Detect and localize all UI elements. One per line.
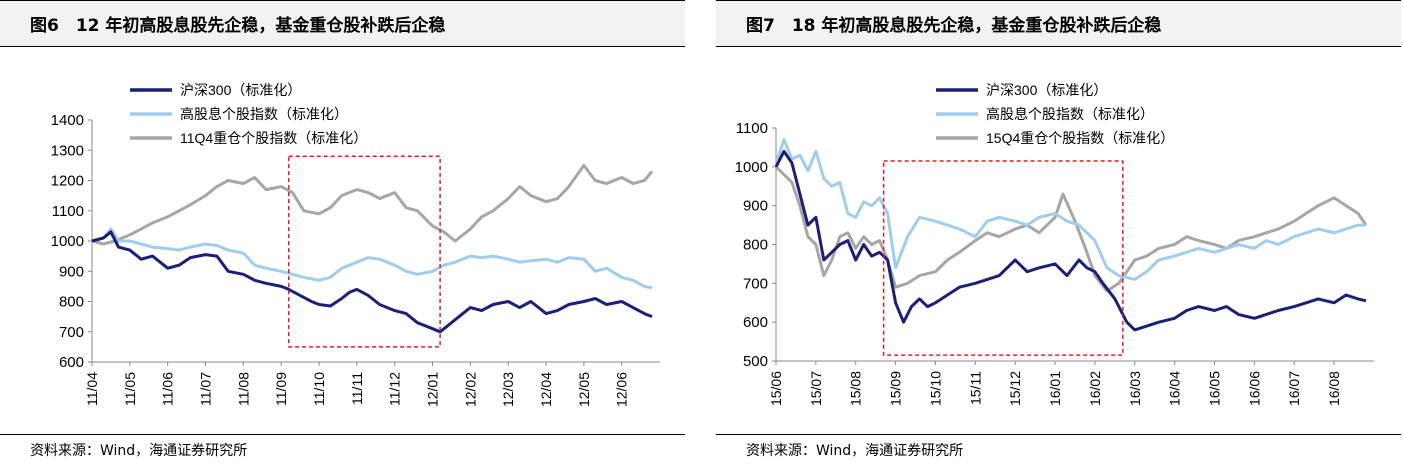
highlight-box — [288, 155, 441, 348]
figure-6-chart: 600 700 800 900 1000 1100 1200 1300 1400 11/04 11/… — [51, 82, 660, 407]
figure-7-source: 资料来源：Wind，海通证券研究所 — [746, 443, 964, 459]
series-line-1 — [91, 230, 653, 334]
y-tick-label: 1000 — [51, 233, 84, 250]
figure-7-panel: 图7 18 年初高股息股先企稳，基金重仓股补跌后企稳 500 600 700 800 9… — [716, 0, 1401, 473]
x-tick-label: 11/05 — [122, 372, 138, 406]
x-tick-label: 15/09 — [888, 371, 904, 406]
figure-7-source-divider — [716, 434, 1401, 435]
x-tick-label: 16/06 — [1246, 371, 1262, 406]
x-tick-label: 15/10 — [927, 371, 943, 406]
x-tick-label: 16/04 — [1167, 371, 1183, 406]
y-tick-label: 800 — [743, 237, 768, 254]
legend-label: 高股息个股指数（标准化） — [986, 106, 1154, 122]
y-tick-label: 900 — [743, 198, 768, 215]
x-tick-label: 11/11 — [349, 372, 365, 405]
figure-6-title-bar: 图6 12 年初高股息股先企稳，基金重仓股补跌后企稳 — [0, 0, 685, 47]
y-tick-label: 700 — [743, 275, 768, 292]
x-tick-label: 12/06 — [614, 372, 630, 407]
figure-7-title: 图7 18 年初高股息股先企稳，基金重仓股补跌后企稳 — [746, 16, 1162, 36]
y-tick-label: 1000 — [735, 159, 768, 176]
x-tick-label: 12/02 — [462, 372, 478, 407]
figure-7-chart: 500 600 700 800 900 1000 1100 15/06 15/07 15/08 15… — [735, 82, 1374, 406]
y-tick-label: 600 — [59, 354, 84, 371]
y-tick-label: 1400 — [51, 112, 84, 129]
legend-label: 沪深300（标准化） — [180, 82, 301, 98]
figure-6-title: 图6 12 年初高股息股先企稳，基金重仓股补跌后企稳 — [30, 16, 446, 36]
x-tick-label: 15/08 — [848, 371, 864, 406]
series-line-3 — [91, 163, 654, 246]
x-tick-label: 15/12 — [1007, 371, 1023, 406]
y-tick-label: 1100 — [736, 120, 768, 137]
y-tick-label: 700 — [59, 324, 84, 341]
legend-label: 15Q4重仓个股指数（标准化） — [986, 130, 1174, 146]
x-tick-label: 16/05 — [1207, 371, 1223, 406]
x-tick-label: 12/04 — [538, 372, 554, 407]
x-tick-label: 11/06 — [160, 372, 176, 406]
figure-6-source-divider — [0, 434, 685, 435]
y-tick-label: 1300 — [51, 142, 84, 159]
x-tick-label: 16/01 — [1047, 371, 1063, 406]
highlight-box — [882, 160, 1124, 356]
figure-7-title-bar: 图7 18 年初高股息股先企稳，基金重仓股补跌后企稳 — [716, 0, 1401, 47]
x-tick-label: 12/03 — [500, 372, 516, 407]
x-tick-label: 11/09 — [273, 372, 289, 406]
x-tick-label: 15/07 — [808, 371, 824, 406]
x-tick-label: 11/10 — [311, 372, 327, 406]
x-tick-label: 16/03 — [1127, 371, 1143, 406]
y-tick-label: 1200 — [51, 173, 84, 190]
y-tick-label: 800 — [59, 294, 84, 311]
legend-label: 11Q4重仓个股指数（标准化） — [180, 130, 367, 146]
x-tick-label: 15/11 — [967, 371, 983, 405]
figure-6-source: 资料来源：Wind，海通证券研究所 — [30, 443, 248, 459]
series-line-3 — [774, 165, 1368, 293]
x-tick-label: 11/07 — [198, 372, 214, 406]
x-tick-label: 12/05 — [576, 372, 592, 407]
series-line-2 — [91, 227, 653, 290]
x-tick-label: 16/08 — [1326, 371, 1342, 406]
x-tick-label: 11/08 — [235, 372, 251, 406]
x-tick-label: 11/12 — [387, 372, 403, 406]
x-tick-label: 12/01 — [425, 372, 441, 407]
x-tick-label: 16/02 — [1087, 371, 1103, 406]
figure-6-panel: 图6 12 年初高股息股先企稳，基金重仓股补跌后企稳 600 700 800 900 1… — [0, 0, 685, 473]
series-line-1 — [774, 149, 1367, 332]
x-tick-label: 16/07 — [1286, 371, 1302, 406]
y-tick-label: 500 — [743, 353, 768, 370]
y-tick-label: 600 — [743, 314, 768, 331]
legend-label: 高股息个股指数（标准化） — [180, 106, 348, 122]
x-tick-label: 11/04 — [84, 372, 100, 406]
y-tick-label: 900 — [59, 263, 84, 280]
legend-label: 沪深300（标准化） — [986, 82, 1107, 98]
x-tick-label: 15/06 — [768, 371, 784, 406]
series-line-2 — [774, 138, 1366, 281]
y-tick-label: 1100 — [52, 203, 84, 220]
